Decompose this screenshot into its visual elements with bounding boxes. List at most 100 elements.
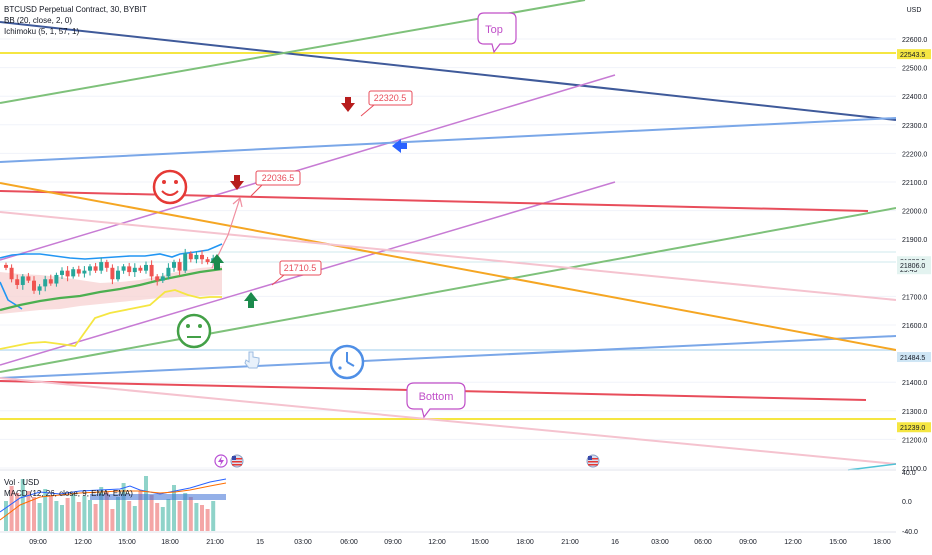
- time-tick: 18:00: [873, 539, 891, 546]
- candle-body: [76, 269, 81, 274]
- time-tick: 15:00: [118, 539, 136, 546]
- clock-face-icon[interactable]: [329, 344, 365, 380]
- candle-body: [155, 276, 160, 281]
- volume-bar: [104, 492, 109, 531]
- price-badge: [897, 260, 931, 271]
- price-axis-currency: USD: [907, 7, 922, 14]
- volume-bar: [160, 507, 165, 531]
- down-arrow-icon[interactable]: [341, 97, 355, 112]
- price-label-2: 22036.5: [262, 173, 295, 183]
- candle-body: [9, 267, 14, 280]
- time-tick: 06:00: [340, 539, 358, 546]
- time-tick: 09:00: [739, 539, 757, 546]
- price-badge-text: 22543.5: [900, 52, 925, 59]
- ichimoku-legend[interactable]: Ichimoku (5, 1, 57, 1): [4, 27, 80, 36]
- volume-legend[interactable]: Vol · USD: [4, 478, 40, 487]
- top-callout-text: Top: [485, 24, 503, 36]
- volume-bar: [116, 497, 120, 531]
- price-tick: 21200.0: [902, 437, 927, 444]
- time-tick: 12:00: [74, 539, 92, 546]
- candle-body: [200, 254, 204, 260]
- candle-body: [65, 270, 70, 277]
- time-axis[interactable]: 09:00 12:00 15:00 18:00 21:00 15 03:00 06:00 09:…: [0, 531, 896, 546]
- candle-body: [4, 264, 8, 268]
- price-label-2-box[interactable]: [255, 170, 301, 186]
- orange-trend-line[interactable]: [0, 182, 897, 351]
- volume-bar: [60, 505, 64, 531]
- bb-basis: [0, 267, 223, 312]
- candle-body: [20, 276, 25, 285]
- price-tick: 22100.0: [902, 180, 927, 187]
- bb-legend[interactable]: BB (20, close, 2, 0): [4, 16, 73, 25]
- annotations: Top Bottom 22320.5 22036.5 21710.5: [152, 12, 600, 468]
- price-label-3-box[interactable]: [279, 260, 322, 276]
- candle-body: [132, 267, 137, 273]
- red-line-upper[interactable]: [0, 190, 869, 212]
- up-arrow-icon[interactable]: [210, 254, 224, 270]
- volume-bar: [43, 489, 48, 531]
- up-arrow-icon[interactable]: [244, 292, 258, 308]
- candle-body: [121, 266, 126, 271]
- countdown-text: 29:49: [900, 267, 918, 274]
- volume-bar: [65, 498, 70, 531]
- candle-body: [71, 269, 76, 277]
- volume-bar: [172, 485, 176, 531]
- candle-body: [160, 276, 165, 281]
- candle-body: [166, 267, 171, 277]
- us-flag-event-icon[interactable]: [586, 454, 600, 468]
- price-tick: 21300.0: [902, 409, 927, 416]
- purple-channel-upper[interactable]: [0, 74, 616, 261]
- price-label-3-leader: [271, 274, 285, 286]
- top-callout[interactable]: [477, 12, 517, 54]
- left-arrow-icon[interactable]: [392, 139, 407, 153]
- candle-body: [110, 267, 115, 280]
- time-tick: 03:00: [651, 539, 669, 546]
- candle-body: [26, 276, 31, 281]
- price-badge: [897, 422, 931, 433]
- happy-face-icon[interactable]: [152, 169, 188, 205]
- navy-trend-line[interactable]: [0, 21, 897, 121]
- price-badge: [897, 352, 931, 363]
- candle-body: [60, 270, 64, 275]
- price-tick: 21700.0: [902, 294, 927, 301]
- bottom-callout[interactable]: [406, 382, 466, 419]
- price-tick: 22400.0: [902, 94, 927, 101]
- price-tick: 22500.0: [902, 66, 927, 73]
- volume-bar: [144, 476, 148, 531]
- lightning-event-icon[interactable]: [214, 454, 228, 468]
- volume-bar: [54, 501, 59, 531]
- time-tick: 06:00: [694, 539, 712, 546]
- candle-body: [93, 266, 98, 271]
- volume-bar: [26, 491, 31, 531]
- bottom-callout-text: Bottom: [419, 391, 454, 403]
- down-arrow-icon[interactable]: [230, 175, 244, 190]
- time-tick: 12:00: [428, 539, 446, 546]
- price-axis[interactable]: USD 22600.0 22500.0 22400.0 22300.0 22200.0 22…: [896, 0, 932, 550]
- time-tick: 15:00: [471, 539, 489, 546]
- macd-legend[interactable]: MACD (12, 26, close, 9, EMA, EMA): [4, 489, 133, 498]
- sub-axis-tick: 40.0: [902, 470, 916, 477]
- volume-bar: [82, 496, 87, 531]
- candle-body: [172, 262, 176, 268]
- neutral-face-icon[interactable]: [176, 313, 212, 349]
- candle-body: [138, 267, 143, 271]
- green-trend-line-lower[interactable]: [0, 207, 897, 373]
- price-badge-text: 21239.0: [900, 425, 925, 432]
- time-tick: 12:00: [784, 539, 802, 546]
- sub-axis-tick: -40.0: [902, 529, 918, 536]
- symbol-title[interactable]: BTCUSD Perpetual Contract, 30, BYBIT: [4, 5, 147, 14]
- price-badge: [897, 49, 931, 60]
- volume-bar: [32, 497, 36, 531]
- blue-line-upper[interactable]: [0, 117, 897, 163]
- volume-bar: [93, 504, 98, 531]
- us-flag-event-icon[interactable]: [230, 454, 244, 468]
- time-tick: 21:00: [561, 539, 579, 546]
- blue-line-lower[interactable]: [0, 335, 897, 379]
- candle-body: [194, 254, 199, 260]
- bb-lower-blue: [0, 281, 23, 310]
- price-label-1-box[interactable]: [368, 90, 413, 106]
- price-axis-bg: [896, 0, 932, 550]
- volume-bar: [37, 503, 42, 531]
